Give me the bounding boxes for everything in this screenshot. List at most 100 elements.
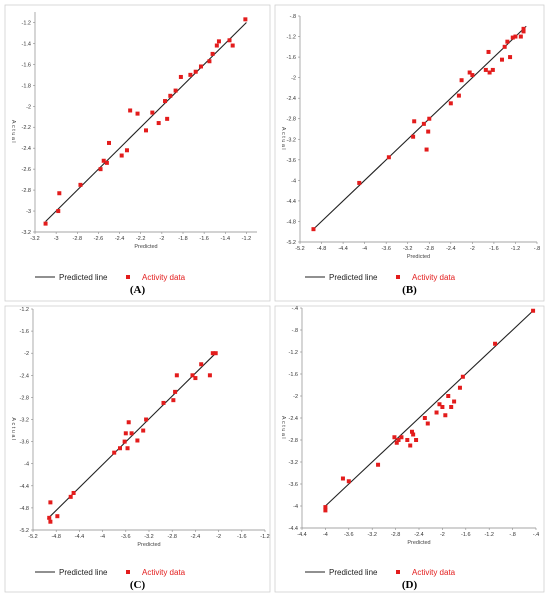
x-tick-label: -5.2: [28, 534, 37, 540]
activity-data-point: [188, 72, 193, 77]
legend-activity-data: Activity data: [412, 568, 456, 577]
activity-data-point: [57, 191, 62, 196]
activity-data-point: [171, 398, 176, 403]
x-tick-label: -2.4: [115, 236, 124, 242]
y-tick-label: -4.8: [20, 506, 29, 512]
activity-data-point: [323, 508, 328, 513]
activity-data-point: [490, 67, 495, 72]
activity-data-point: [449, 405, 454, 409]
activity-data-point: [425, 421, 430, 426]
activity-data-point: [499, 57, 504, 62]
predicted-line: [45, 22, 247, 222]
activity-data-point: [446, 394, 451, 398]
activity-data-point: [161, 400, 166, 405]
activity-data-point: [168, 93, 173, 98]
legend-activity-data: Activity data: [142, 568, 186, 577]
activity-data-point: [427, 116, 432, 121]
x-tick-label: -3.6: [381, 246, 390, 252]
panel-caption: (C): [130, 579, 146, 591]
activity-data-point: [227, 38, 232, 43]
activity-data-point: [144, 417, 149, 422]
x-tick-label: -2.8: [425, 246, 434, 252]
activity-data-point: [452, 399, 457, 404]
x-tick-label: -2.8: [73, 236, 82, 242]
x-tick-label: -4.4: [297, 532, 306, 538]
x-tick-label: -2: [216, 534, 221, 540]
y-tick-label: -4.4: [20, 484, 29, 490]
x-tick-label: -1.8: [178, 236, 187, 242]
y-tick-label: -.4: [292, 306, 298, 312]
activity-data-point: [173, 88, 178, 93]
activity-data-point: [513, 34, 518, 39]
y-tick-label: -2.8: [20, 395, 29, 401]
activity-data-point: [411, 134, 416, 139]
activity-data-point: [409, 429, 414, 434]
activity-data-point: [483, 67, 488, 72]
x-tick-label: -2.4: [446, 246, 455, 252]
y-tick-label: -2: [26, 104, 31, 110]
activity-data-point: [243, 17, 248, 22]
x-tick-label: -2: [440, 532, 445, 538]
y-tick-label: -1.8: [22, 83, 31, 89]
x-tick-label: -1.2: [511, 246, 520, 252]
x-axis-label: Predicted: [407, 540, 430, 546]
activity-data-point: [230, 43, 235, 48]
activity-data-point: [144, 128, 148, 133]
activity-data-point: [386, 155, 391, 160]
legend-activity-data: Activity data: [412, 273, 456, 282]
y-tick-label: -3.2: [20, 418, 29, 424]
x-tick-label: -3.6: [121, 534, 130, 540]
activity-data-point: [173, 389, 178, 394]
y-axis-label: Actual: [10, 417, 16, 441]
activity-data-point: [193, 69, 198, 74]
panel-frame: [274, 4, 545, 302]
activity-data-point: [502, 44, 507, 49]
x-tick-label: -4: [323, 532, 328, 538]
activity-data-point: [493, 341, 498, 346]
activity-data-point: [141, 428, 146, 433]
activity-data-point: [459, 78, 464, 83]
x-tick-label: -.4: [533, 532, 539, 538]
panel-caption: (A): [130, 284, 146, 296]
activity-data-point: [207, 59, 212, 64]
chart-panel-d: -4.4 -4 -3.6 -3.2 -2.8 -2.4 -2 -1.6 -1.2 -.8 -.4 -4…: [274, 305, 545, 593]
y-tick-label: -3.2: [22, 230, 31, 236]
activity-data-point: [460, 374, 465, 379]
activity-data-point: [424, 147, 429, 152]
activity-data-point: [128, 108, 133, 113]
activity-data-point: [392, 435, 397, 440]
x-axis-label: Predicted: [137, 542, 160, 548]
activity-data-point: [531, 308, 536, 313]
activity-data-point: [311, 227, 316, 232]
x-tick-label: -3.6: [344, 532, 353, 538]
activity-data-point: [405, 438, 410, 442]
activity-data-point: [43, 221, 48, 226]
panel-frame: [4, 4, 271, 302]
activity-data-point: [437, 402, 442, 407]
activity-data-point: [486, 49, 491, 54]
y-tick-label: -1.4: [22, 41, 31, 47]
y-tick-label: -4: [291, 178, 296, 184]
x-tick-label: -4: [100, 534, 105, 540]
activity-data-point: [440, 405, 445, 409]
activity-data-point: [470, 73, 475, 78]
y-tick-label: -3: [26, 209, 31, 215]
activity-data-point: [174, 373, 179, 378]
x-tick-label: -1.4: [221, 236, 230, 242]
activity-data-point: [508, 55, 513, 60]
x-tick-label: -2.4: [414, 532, 423, 538]
x-tick-label: -3: [54, 236, 59, 242]
activity-data-point: [150, 110, 155, 115]
legend-point-swatch: [126, 570, 130, 574]
activity-data-point: [414, 438, 419, 442]
y-tick-label: -4.8: [287, 219, 296, 225]
x-tick-label: -4.4: [338, 246, 347, 252]
activity-data-point: [457, 385, 462, 390]
activity-data-point: [56, 209, 61, 214]
y-tick-label: -1.6: [20, 329, 29, 335]
y-tick-label: -2.8: [289, 438, 298, 444]
legend-point-swatch: [126, 275, 130, 279]
x-tick-label: -2.4: [191, 534, 200, 540]
y-tick-label: -3.6: [289, 482, 298, 488]
legend-point-swatch: [396, 275, 400, 279]
